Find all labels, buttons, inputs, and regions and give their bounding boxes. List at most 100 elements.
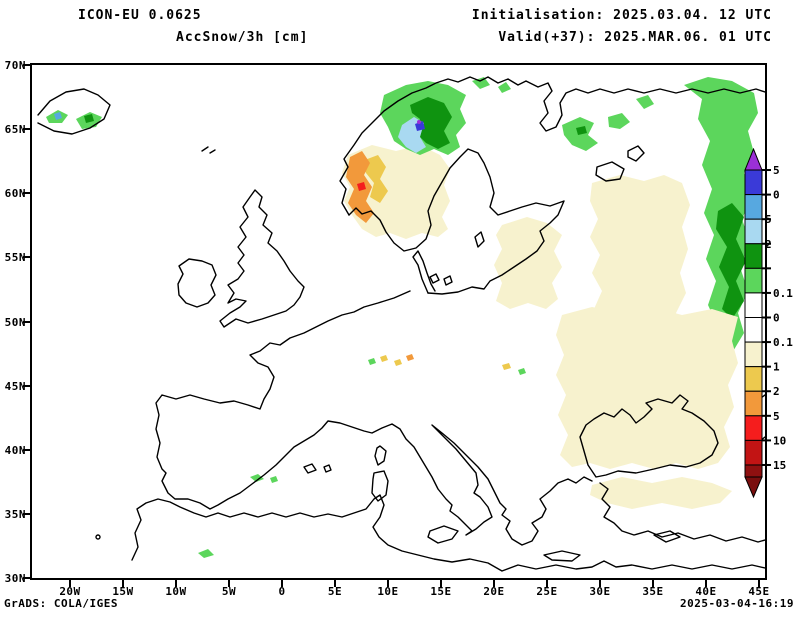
x-axis-label: 35E <box>642 585 664 598</box>
x-axis-label: 25E <box>536 585 558 598</box>
coast-blacksea <box>579 394 719 478</box>
europe-map <box>37 76 765 572</box>
colorbar-label: 1 <box>773 361 780 374</box>
x-axis-label: 30E <box>589 585 611 598</box>
snow-se-cream <box>556 307 738 469</box>
snow-carpathia-green <box>518 368 526 375</box>
coastlines <box>37 76 765 572</box>
colorbar-segment <box>744 194 763 220</box>
colorbar-segment <box>744 218 763 245</box>
y-axis-label: 35N <box>4 507 26 521</box>
y-axis-label: 50N <box>4 315 26 329</box>
x-axis-tick <box>387 580 389 587</box>
x-axis-tick <box>175 580 177 587</box>
y-axis-tick <box>23 384 30 387</box>
snow-spain-green <box>198 549 214 558</box>
plot-timestamp: 2025-03-04-16:19 <box>680 597 794 610</box>
init-time: Initialisation: 2025.03.04. 12 UTC <box>471 8 772 23</box>
snow-alps-green <box>368 358 376 365</box>
snow-iceland-darkspeck <box>84 114 94 123</box>
x-axis-tick <box>705 580 707 587</box>
colorbar-segment <box>744 366 763 392</box>
y-axis-label: 55N <box>4 251 26 265</box>
x-axis-tick <box>281 580 283 587</box>
snow-east-cream <box>590 175 690 355</box>
coast-madeira <box>95 534 101 540</box>
x-axis-tick <box>122 580 124 587</box>
x-axis-tick <box>758 580 760 587</box>
colorbar-tail <box>744 464 763 478</box>
y-axis-tick <box>23 577 30 579</box>
snow-turkey-cream <box>590 477 732 509</box>
snow-shading <box>46 77 758 558</box>
colorbar-segment <box>744 243 763 269</box>
colorbar-label: 0 <box>773 189 780 202</box>
colorbar-label: 0.1 <box>773 336 793 349</box>
grads-credit: GrADS: COLA/IGES <box>4 597 118 610</box>
colorbar-arrow-down <box>744 476 763 499</box>
colorbar-segment <box>744 267 763 294</box>
coast-corsica <box>374 445 387 466</box>
snow-baltic-cream <box>494 217 562 309</box>
coast-continent <box>155 290 593 546</box>
coast-sicily <box>427 525 459 544</box>
colorbar-label: 2 <box>773 385 780 398</box>
colorbar-label: 2 <box>765 238 772 251</box>
colorbar-segment <box>744 292 763 318</box>
x-axis-label: 15E <box>430 585 452 598</box>
snow-finland-green2 <box>608 113 630 129</box>
coast-baltic <box>348 148 565 295</box>
colorbar-arrow-up <box>744 147 763 171</box>
y-axis-label: 60N <box>4 187 26 201</box>
product-title: AccSnow/3h [cm] <box>176 30 309 45</box>
colorbar-label: 0.1 <box>773 287 793 300</box>
colorbar-legend: 5 0 5 2 0.1 0 0.1 1 2 5 10 15 <box>744 147 798 503</box>
colorbar-label: 5 <box>765 213 772 226</box>
x-axis-label: 20E <box>483 585 505 598</box>
y-axis-tick <box>23 128 30 131</box>
snow-east-band-core <box>716 203 746 319</box>
x-axis-tick <box>546 580 548 587</box>
coast-iceland <box>37 88 111 135</box>
snow-norway-indigo-speck <box>415 121 425 131</box>
colorbar-label: 5 <box>773 164 780 177</box>
y-axis-tick <box>23 64 30 66</box>
x-axis-tick <box>69 580 71 587</box>
y-axis-tick <box>23 448 30 451</box>
x-axis-label: 5W <box>221 585 237 598</box>
y-axis-label: 40N <box>4 443 26 457</box>
x-axis-tick <box>334 580 336 587</box>
x-axis-label: 20W <box>59 585 81 598</box>
snow-alps-gold1 <box>380 355 388 362</box>
coast-faroe <box>201 146 216 154</box>
colorbar-segment <box>744 390 763 417</box>
snow-iceland-bluespeck <box>54 112 62 120</box>
coast-lake-onega <box>627 145 645 162</box>
x-axis-tick <box>228 580 230 587</box>
y-axis-tick <box>23 256 30 259</box>
y-axis-label: 65N <box>4 123 26 137</box>
colorbar-segment <box>744 169 763 196</box>
y-axis-tick <box>23 512 30 515</box>
coast-lake-ladoga <box>595 161 625 182</box>
snow-finland-green3 <box>636 95 654 109</box>
y-axis-label: 30N <box>4 572 26 585</box>
x-axis-label: 5E <box>327 585 343 598</box>
x-axis-label: 0 <box>278 585 286 598</box>
coast-denmark <box>412 250 436 294</box>
snow-alps-orange <box>406 354 414 361</box>
snow-pyrenees-green <box>250 474 264 482</box>
coast-danish-isles <box>429 273 453 286</box>
coast-gotland <box>474 231 485 248</box>
colorbar-segment <box>744 317 763 343</box>
y-axis-label: 45N <box>4 379 26 393</box>
x-axis-label: 10E <box>377 585 399 598</box>
colorbar-label: 15 <box>773 459 786 472</box>
snow-norway-purple-speck <box>417 120 421 124</box>
map-frame <box>30 63 767 580</box>
coast-africa <box>131 494 765 572</box>
colorbar-label: 10 <box>773 434 786 447</box>
x-axis-label: 15W <box>112 585 134 598</box>
model-title: ICON-EU 0.0625 <box>78 8 202 23</box>
